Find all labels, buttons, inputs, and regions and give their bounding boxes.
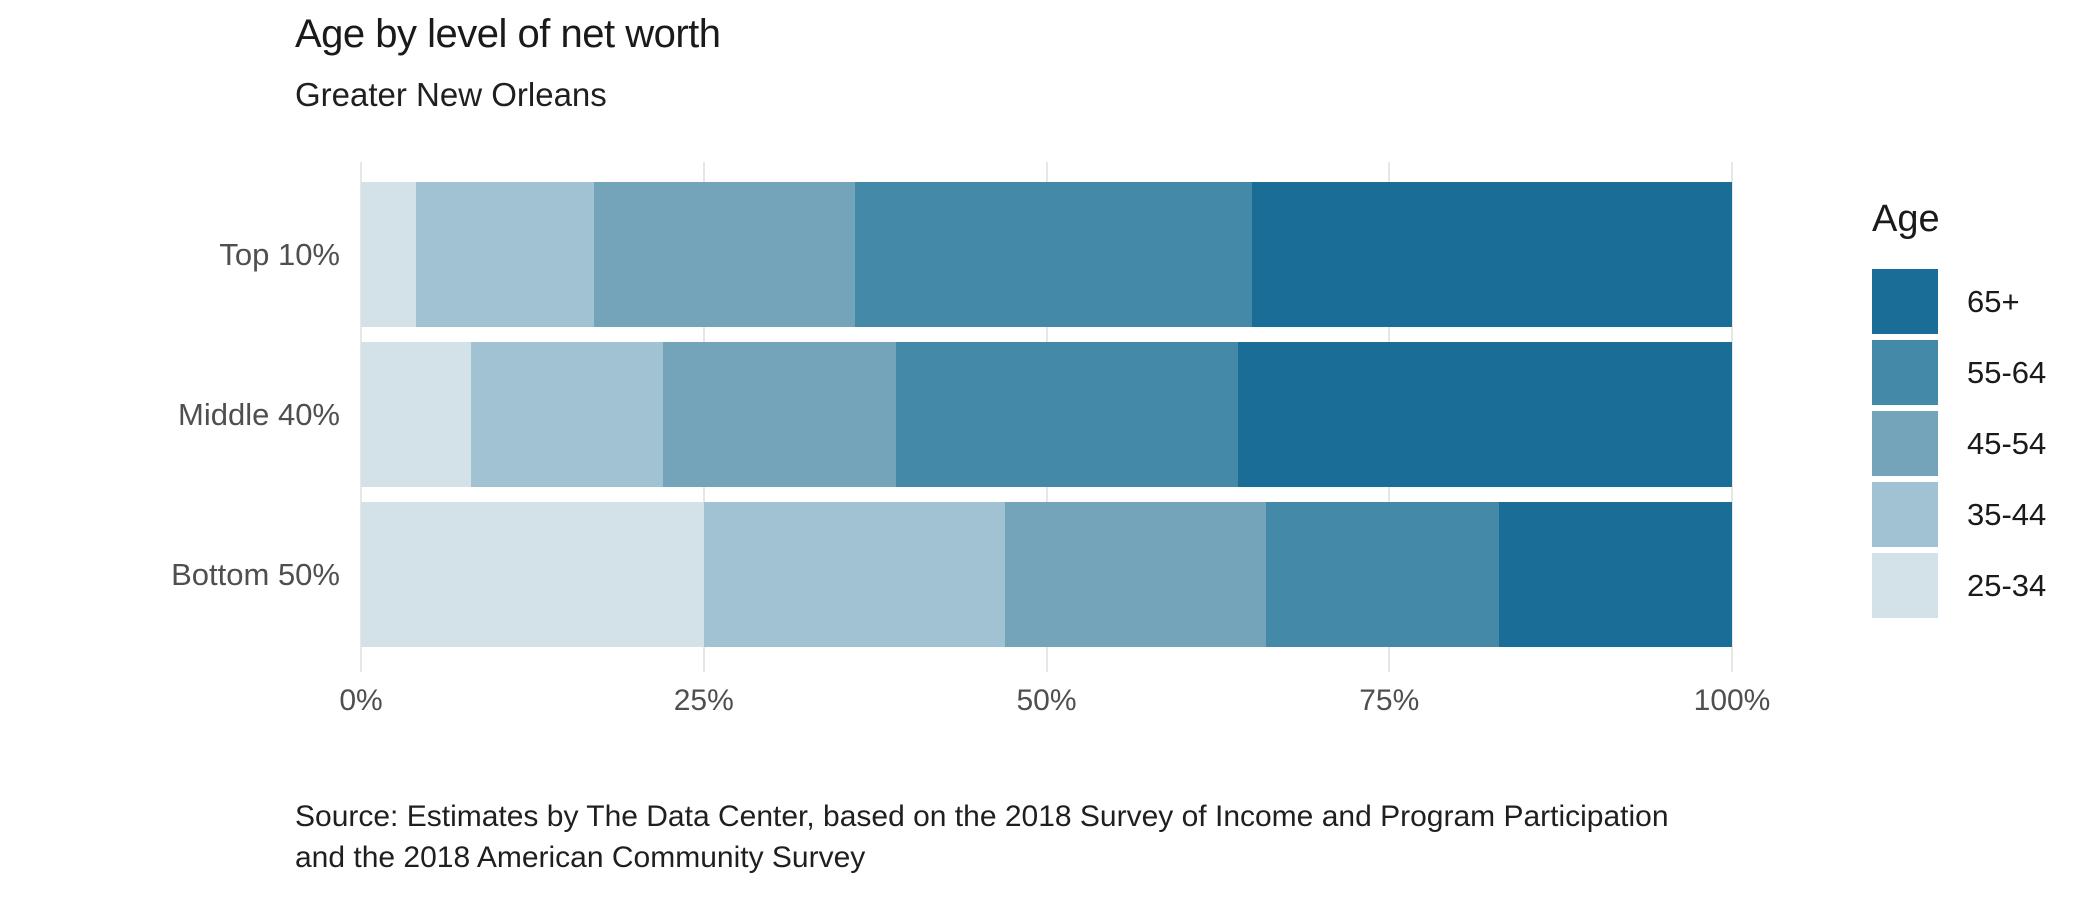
bar-row bbox=[361, 342, 1732, 487]
bar-segment bbox=[594, 182, 855, 327]
bar-segment bbox=[361, 502, 704, 647]
legend-label: 55-64 bbox=[1967, 354, 2047, 390]
legend-item: 25-34 bbox=[1872, 553, 2092, 618]
source-line-1: Source: Estimates by The Data Center, ba… bbox=[295, 800, 1669, 833]
legend-swatch bbox=[1872, 482, 1938, 547]
bar-segment bbox=[662, 342, 896, 487]
x-axis-labels: 0% 25% 50% 75% 100% bbox=[339, 684, 1770, 724]
legend-items: 65+ 55-64 45-54 35-44 25-34 bbox=[1872, 269, 2092, 618]
bar-row bbox=[361, 182, 1732, 327]
chart-title: Age by level of net worth bbox=[295, 12, 721, 56]
source-line-2: and the 2018 American Community Survey bbox=[295, 841, 866, 874]
legend-swatch bbox=[1872, 340, 1938, 405]
legend-label: 65+ bbox=[1967, 283, 2020, 319]
legend-swatch bbox=[1872, 411, 1938, 476]
source-note: Source: Estimates by The Data Center, ba… bbox=[295, 796, 1669, 878]
gridline bbox=[1731, 162, 1733, 672]
legend-label: 25-34 bbox=[1967, 567, 2047, 603]
x-tick-label: 25% bbox=[673, 684, 734, 717]
category-labels: Top 10% Middle 40% Bottom 50% bbox=[0, 182, 340, 662]
legend-item: 55-64 bbox=[1872, 340, 2092, 405]
bar-segment bbox=[703, 502, 1006, 647]
legend-swatch bbox=[1872, 269, 1938, 334]
x-tick-label: 50% bbox=[1016, 684, 1077, 717]
bar-row bbox=[361, 502, 1732, 647]
x-tick-label: 100% bbox=[1693, 684, 1771, 717]
x-tick-label: 75% bbox=[1359, 684, 1420, 717]
chart-subtitle: Greater New Orleans bbox=[295, 76, 607, 113]
x-tick-label: 0% bbox=[339, 684, 383, 717]
bar-segment bbox=[1265, 502, 1499, 647]
bar-segment bbox=[1238, 342, 1732, 487]
legend-label: 45-54 bbox=[1967, 425, 2047, 461]
legend-item: 45-54 bbox=[1872, 411, 2092, 476]
legend-item: 65+ bbox=[1872, 269, 2092, 334]
legend-label: 35-44 bbox=[1967, 496, 2047, 532]
legend: Age 65+ 55-64 45-54 35-44 25-34 bbox=[1872, 198, 2092, 624]
legend-item: 35-44 bbox=[1872, 482, 2092, 547]
bar-segment bbox=[854, 182, 1253, 327]
bars bbox=[361, 182, 1732, 647]
category-label: Bottom 50% bbox=[171, 556, 340, 592]
category-label: Top 10% bbox=[219, 236, 340, 272]
category-label: Middle 40% bbox=[178, 396, 340, 432]
legend-swatch bbox=[1872, 553, 1938, 618]
bar-segment bbox=[415, 182, 595, 327]
bar-segment bbox=[470, 342, 663, 487]
bar-segment bbox=[1498, 502, 1732, 647]
bar-segment bbox=[361, 182, 416, 327]
bar-segment bbox=[1252, 182, 1732, 327]
bar-segment bbox=[361, 342, 471, 487]
bar-segment bbox=[1005, 502, 1266, 647]
legend-title: Age bbox=[1872, 198, 1940, 240]
bar-segment bbox=[895, 342, 1239, 487]
